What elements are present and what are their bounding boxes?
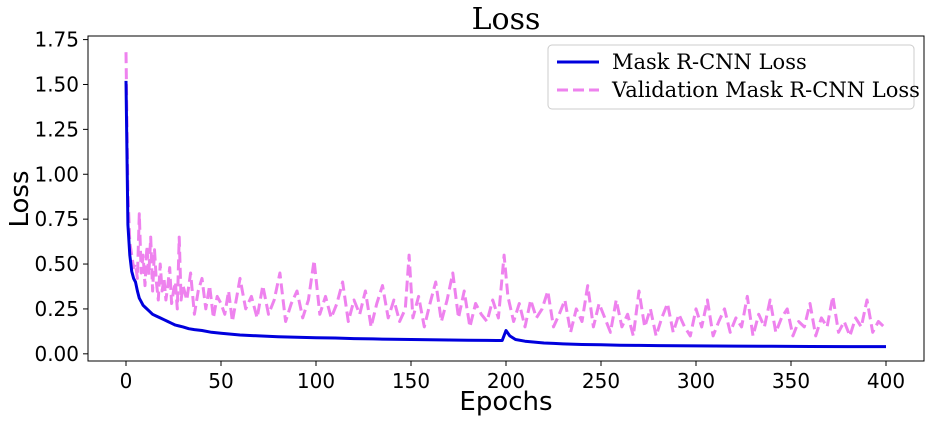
x-axis-title: Epochs xyxy=(459,387,552,417)
x-tick-label: 300 xyxy=(677,369,715,393)
legend-box xyxy=(547,44,915,110)
x-tick-label: 400 xyxy=(867,369,905,393)
x-tick-label: 50 xyxy=(208,369,233,393)
x-tick-label: 350 xyxy=(772,369,810,393)
chart-title: Loss xyxy=(472,2,541,37)
series-line-0 xyxy=(124,80,886,349)
series-line-1 xyxy=(124,52,886,338)
y-tick-label: 1.75 xyxy=(34,28,79,52)
x-tick-label: 250 xyxy=(582,369,620,393)
y-tick-label: 1.00 xyxy=(34,162,79,186)
x-tick-label: 0 xyxy=(120,369,133,393)
legend-label-validation-loss: Validation Mask R-CNN Loss xyxy=(611,78,920,102)
x-tick-label: 200 xyxy=(487,369,525,393)
legend-label-mask-rcnn-loss: Mask R-CNN Loss xyxy=(612,50,807,74)
y-tick-label: 0.00 xyxy=(34,342,79,366)
y-tick-label: 0.25 xyxy=(34,297,79,321)
y-tick-label: 0.75 xyxy=(34,207,79,231)
y-tick-label: 0.50 xyxy=(34,252,79,276)
y-tick-label: 1.25 xyxy=(34,117,79,141)
legend: Mask R-CNN Loss Validation Mask R-CNN Lo… xyxy=(547,44,920,110)
y-axis-title: Loss xyxy=(5,170,35,227)
x-tick-label: 150 xyxy=(392,369,430,393)
x-tick-label: 100 xyxy=(297,369,335,393)
y-tick-label: 1.50 xyxy=(34,72,79,96)
